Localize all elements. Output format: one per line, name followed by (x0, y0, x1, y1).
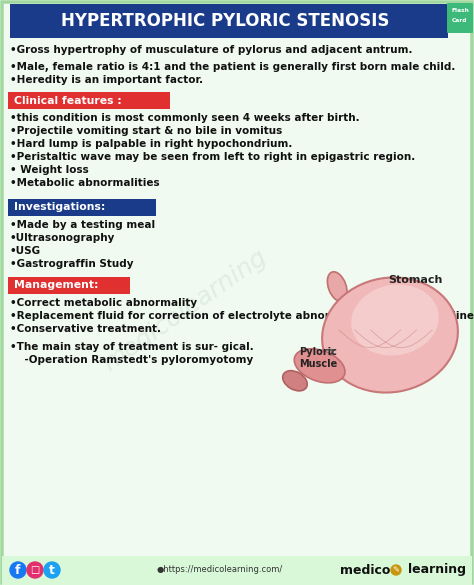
Text: HYPERTROPHIC PYLORIC STENOSIS: HYPERTROPHIC PYLORIC STENOSIS (61, 12, 389, 30)
Circle shape (10, 562, 26, 578)
Bar (10, 4, 448, 38)
Circle shape (27, 562, 43, 578)
Text: •Correct metabolic abnormality: •Correct metabolic abnormality (10, 298, 197, 308)
Text: •Gastrograffin Study: •Gastrograffin Study (10, 259, 134, 269)
Bar (2, 556, 472, 585)
Text: •Replacement fluid for correction of electrolyte abnormalities is normal saline : •Replacement fluid for correction of ele… (10, 311, 474, 321)
Text: • Weight loss: • Weight loss (10, 165, 89, 175)
Text: Card: Card (452, 18, 468, 22)
Bar (8, 199, 156, 216)
Text: Stomach: Stomach (388, 275, 442, 285)
Text: •The main stay of treatment is sur- gical.: •The main stay of treatment is sur- gica… (10, 342, 254, 352)
Ellipse shape (328, 272, 347, 301)
Ellipse shape (351, 284, 439, 356)
Text: ✎: ✎ (392, 566, 400, 574)
Text: t: t (49, 563, 55, 576)
Text: •USG: •USG (10, 246, 41, 256)
Text: •this condition is most commonly seen 4 weeks after birth.: •this condition is most commonly seen 4 … (10, 113, 360, 123)
Text: •Heredity is an important factor.: •Heredity is an important factor. (10, 75, 203, 85)
Text: •Conservative treatment.: •Conservative treatment. (10, 324, 161, 334)
Text: •Hard lump is palpable in right hypochondrium.: •Hard lump is palpable in right hypochon… (10, 139, 292, 149)
Text: •Male, female ratio is 4:1 and the patient is generally first born male child.: •Male, female ratio is 4:1 and the patie… (10, 62, 456, 72)
Text: medico: medico (340, 563, 390, 576)
FancyBboxPatch shape (447, 3, 473, 33)
Circle shape (44, 562, 60, 578)
Text: Pyloric
Muscle: Pyloric Muscle (299, 347, 337, 369)
Text: Investigations:: Investigations: (14, 202, 105, 212)
Text: Flash: Flash (451, 9, 469, 13)
Ellipse shape (294, 349, 345, 383)
Text: •Made by a testing meal: •Made by a testing meal (10, 220, 155, 230)
Circle shape (391, 565, 401, 575)
Bar (8, 277, 130, 294)
Bar (8, 92, 170, 109)
Ellipse shape (322, 277, 458, 393)
Text: •Gross hypertrophy of musculature of pylorus and adjacent antrum.: •Gross hypertrophy of musculature of pyl… (10, 45, 412, 55)
Text: learning: learning (408, 563, 466, 576)
Text: Management:: Management: (14, 280, 99, 291)
Ellipse shape (283, 371, 307, 391)
Text: medicolearning: medicolearning (99, 245, 272, 376)
Text: Clinical features :: Clinical features : (14, 95, 122, 105)
Text: •Projectile vomiting start & no bile in vomitus: •Projectile vomiting start & no bile in … (10, 126, 282, 136)
Text: •Peristaltic wave may be seen from left to right in epigastric region.: •Peristaltic wave may be seen from left … (10, 152, 415, 162)
Text: ●https://medicolearning.com/: ●https://medicolearning.com/ (157, 566, 283, 574)
Text: □: □ (30, 565, 40, 575)
Text: •Ultrasonography: •Ultrasonography (10, 233, 115, 243)
Text: -Operation Ramstedt's pyloromyotomy: -Operation Ramstedt's pyloromyotomy (10, 355, 253, 365)
Text: f: f (15, 563, 21, 576)
Text: •Metabolic abnormalities: •Metabolic abnormalities (10, 178, 160, 188)
